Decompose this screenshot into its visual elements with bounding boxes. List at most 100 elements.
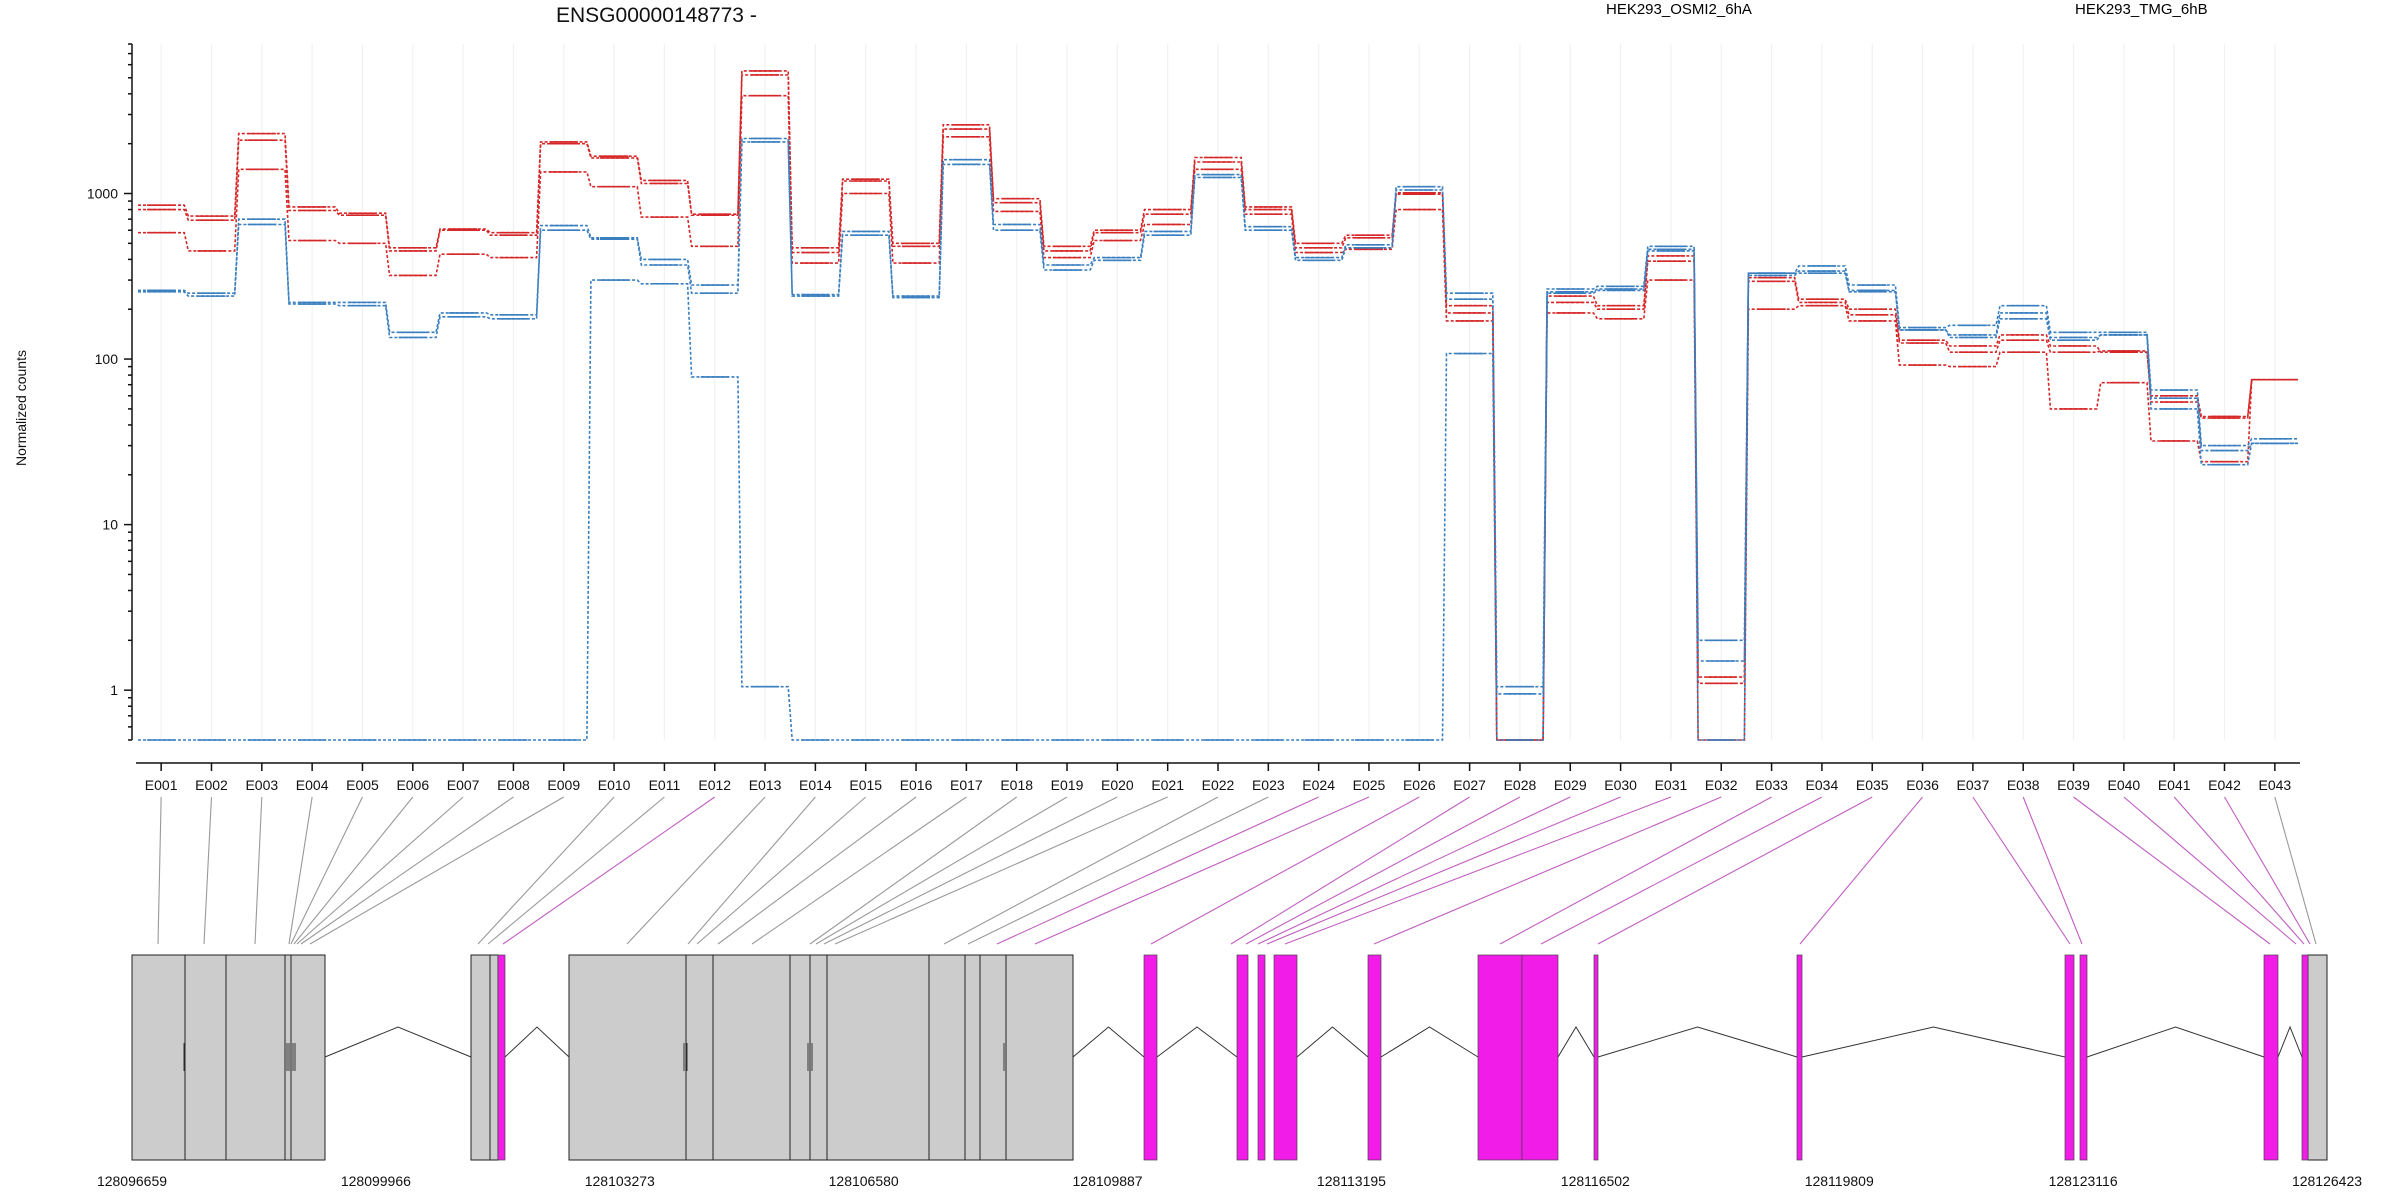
legend-label-tmg: HEK293_TMG_6hB xyxy=(2075,1,2208,18)
x-tick-label-E020: E020 xyxy=(1101,777,1134,793)
exon-block-gray xyxy=(284,954,292,1161)
exon-connector-E002 xyxy=(203,796,213,945)
exon-block-gray xyxy=(789,954,811,1161)
legend-label-osmi2: HEK293_OSMI2_6hA xyxy=(1606,1,1752,18)
exon-block-magenta xyxy=(1236,954,1249,1161)
exon-connector-E020 xyxy=(823,796,1118,945)
exon-connector-E040 xyxy=(2123,796,2297,945)
x-tick-label-E024: E024 xyxy=(1302,777,1335,793)
exon-connector-E029 xyxy=(1257,796,1571,945)
coord-label: 128099966 xyxy=(341,1173,411,1189)
x-tick-label-E037: E037 xyxy=(1957,777,1990,793)
exon-connector-E027 xyxy=(1230,796,1470,945)
chart-title: ENSG00000148773 - xyxy=(556,4,757,27)
exon-block-gray xyxy=(184,954,227,1161)
exon-connector-E018 xyxy=(809,796,1018,945)
exon-connector-E007 xyxy=(296,796,464,945)
exon-connector-E023 xyxy=(967,796,1269,945)
exon-block-gray xyxy=(1005,954,1074,1161)
genomic-coordinates: 128096659 128099966 128103273 128106580 1281… xyxy=(97,1173,2362,1189)
exon-connector-E025 xyxy=(1034,796,1370,945)
exon-connector-E014 xyxy=(687,796,816,945)
coord-label: 128096659 xyxy=(97,1173,167,1189)
x-tick-label-E008: E008 xyxy=(497,777,530,793)
exon-connector-E017 xyxy=(751,796,967,945)
exon-connector-E024 xyxy=(996,796,1319,945)
intron-line xyxy=(504,1026,570,1058)
x-tick-label-E003: E003 xyxy=(245,777,278,793)
x-tick-label-E001: E001 xyxy=(145,777,178,793)
x-tick-label-E038: E038 xyxy=(2007,777,2040,793)
exon-connector-E006 xyxy=(293,796,414,945)
x-tick-label-E025: E025 xyxy=(1353,777,1386,793)
x-tick-label-E012: E012 xyxy=(698,777,731,793)
coord-label: 128113195 xyxy=(1317,1173,1386,1189)
exon-connector-E016 xyxy=(717,796,917,945)
x-tick-label-E041: E041 xyxy=(2158,777,2191,793)
exon-connector-E037 xyxy=(1972,796,2071,945)
series-line-0 xyxy=(138,70,2298,741)
exon-block-magenta xyxy=(2079,954,2088,1161)
exon-connector-E033 xyxy=(1499,796,1772,945)
x-tick-label-E028: E028 xyxy=(1504,777,1537,793)
exon-connector-E032 xyxy=(1373,796,1722,945)
coord-label: 128119809 xyxy=(1805,1173,1874,1189)
x-tick-label-E006: E006 xyxy=(396,777,429,793)
coord-label: 128106580 xyxy=(829,1173,899,1189)
exon-block-gray xyxy=(489,954,499,1161)
exon-block-magenta xyxy=(1521,954,1559,1161)
x-tick-label-E013: E013 xyxy=(749,777,782,793)
intron-line xyxy=(324,1026,472,1058)
x-tick-label-E016: E016 xyxy=(900,777,933,793)
y-tick-label: 100 xyxy=(95,351,119,367)
exon-connector-E021 xyxy=(834,796,1168,945)
x-tick-label-E031: E031 xyxy=(1655,777,1688,793)
exon-connector-E038 xyxy=(2022,796,2083,945)
x-tick-label-E018: E018 xyxy=(1000,777,1033,793)
exon-connector-E009 xyxy=(309,796,565,945)
exon-connector-E028 xyxy=(1245,796,1521,945)
exon-connector-E013 xyxy=(626,796,766,945)
exon-block-magenta xyxy=(2263,954,2279,1161)
exon-block-magenta xyxy=(497,954,506,1161)
exon-connector-E034 xyxy=(1540,796,1823,945)
exon-block-magenta xyxy=(1143,954,1158,1161)
x-tick-label-E040: E040 xyxy=(2108,777,2141,793)
exon-connector-E011 xyxy=(487,796,665,945)
x-tick-label-E004: E004 xyxy=(296,777,329,793)
x-tick-label-E019: E019 xyxy=(1051,777,1084,793)
exon-block-magenta xyxy=(1477,954,1523,1161)
exon-connector-E004 xyxy=(288,796,313,945)
vertical-gridlines xyxy=(160,44,2276,740)
intron-line xyxy=(2277,1025,2303,1058)
exon-connector-E043 xyxy=(2274,796,2317,945)
x-tick-label-E002: E002 xyxy=(195,777,228,793)
exon-block-gray xyxy=(979,954,1007,1161)
exon-connector-E039 xyxy=(2073,796,2271,945)
exon-block-gray xyxy=(290,954,326,1161)
exon-block-gray xyxy=(826,954,930,1161)
coord-label: 128123116 xyxy=(2049,1173,2118,1189)
y-axis-label: Normalized counts xyxy=(13,350,29,466)
intron-line xyxy=(1801,1026,2066,1058)
x-tick-label-E042: E042 xyxy=(2208,777,2241,793)
x-tick-label-E022: E022 xyxy=(1202,777,1235,793)
x-tick-label-E039: E039 xyxy=(2057,777,2090,793)
x-tick-label-E007: E007 xyxy=(447,777,480,793)
x-tick-label-E021: E021 xyxy=(1151,777,1184,793)
x-tick-label-E015: E015 xyxy=(849,777,882,793)
exon-block-gray xyxy=(225,954,286,1161)
exon-block-magenta xyxy=(1273,954,1298,1161)
exon-connector-E008 xyxy=(300,796,514,945)
exon-connector-E042 xyxy=(2224,796,2311,945)
exon-connector-E036 xyxy=(1799,796,1923,945)
exon-block-gray xyxy=(685,954,714,1161)
x-tick-label-E017: E017 xyxy=(950,777,983,793)
exon-block-gray xyxy=(568,954,687,1161)
intron-line xyxy=(1380,1026,1479,1058)
y-tick-label: 10 xyxy=(102,517,118,533)
x-tick-label-E011: E011 xyxy=(649,777,681,793)
exon-connector-E030 xyxy=(1266,796,1621,945)
intron-line xyxy=(2086,1026,2265,1058)
exon-connector-E022 xyxy=(943,796,1219,945)
